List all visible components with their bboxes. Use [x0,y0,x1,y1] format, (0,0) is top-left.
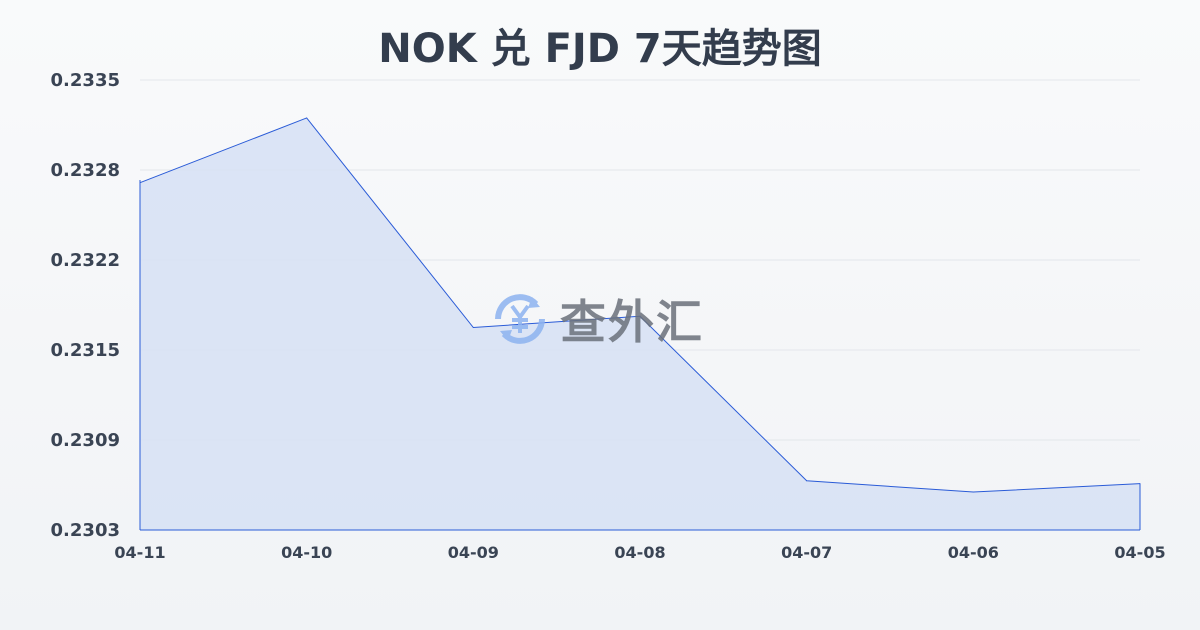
x-tick-label: 04-10 [281,543,332,562]
x-tick-label: 04-09 [448,543,499,562]
y-tick-label: 0.2309 [51,430,120,451]
y-tick-label: 0.2328 [51,160,120,181]
x-tick-label: 04-11 [114,543,165,562]
data-point [806,480,808,482]
watermark-text: 查外汇 [560,295,704,349]
watermark: 查外汇 [490,286,704,352]
yen-exchange-icon [495,294,545,344]
data-point [472,327,474,328]
data-point [306,117,308,119]
x-tick-label: 04-05 [1114,543,1165,562]
x-tick-label: 04-06 [948,543,999,562]
data-point [639,315,641,317]
area-fill [140,117,1140,530]
x-tick-label: 04-07 [781,543,832,562]
y-tick-label: 0.2315 [51,340,120,361]
chart-title: NOK 兑 FJD 7天趋势图 [378,26,822,72]
x-tick-label: 04-08 [614,543,665,562]
y-tick-label: 0.2322 [51,250,120,271]
data-point [139,182,141,184]
y-tick-label: 0.2303 [51,520,120,541]
data-point [972,491,974,493]
y-tick-label: 0.2335 [51,70,120,91]
data-point [1139,483,1141,485]
